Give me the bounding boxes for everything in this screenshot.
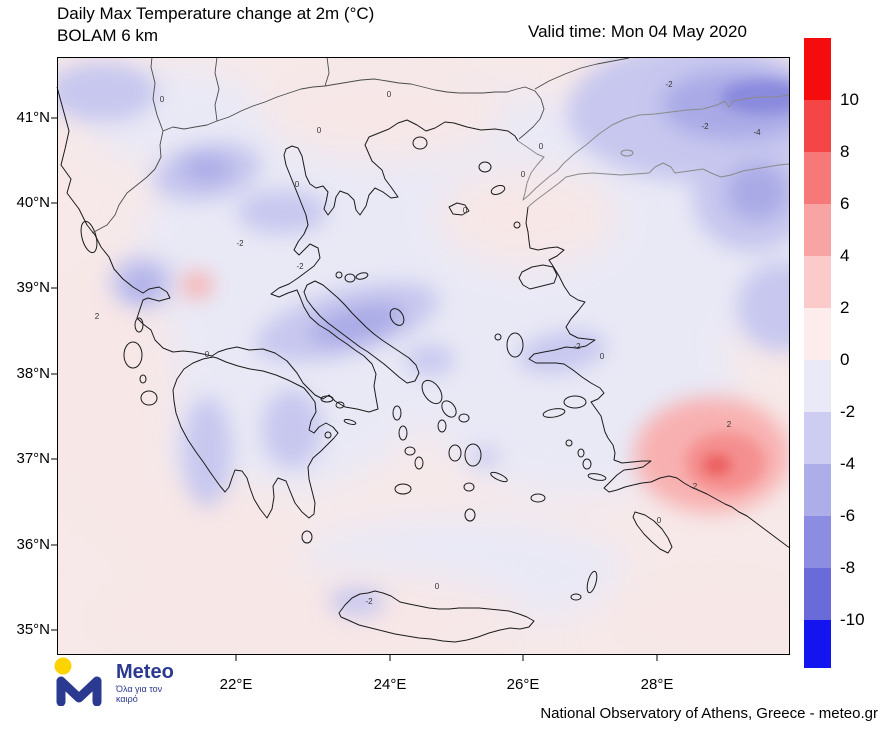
logo-name: Meteo bbox=[116, 661, 174, 683]
colorbar-tick-label: -6 bbox=[840, 506, 856, 525]
model-name: BOLAM 6 km bbox=[57, 26, 159, 45]
meteo-logo-mark bbox=[54, 657, 102, 706]
contour-label: -2 bbox=[665, 80, 673, 89]
lat-tick-label: 36°N bbox=[16, 536, 50, 553]
colorbar-tick-label: -10 bbox=[840, 610, 865, 629]
country-borders bbox=[91, 56, 630, 234]
contour-label: 0 bbox=[295, 180, 300, 189]
colorbar-tick-label: 6 bbox=[840, 194, 850, 213]
contour-label: -2 bbox=[573, 342, 581, 351]
colorbar-tick-label: 4 bbox=[840, 246, 850, 265]
colorbar-segment bbox=[804, 412, 831, 464]
logo-tagline: Όλα για τον καιρό bbox=[116, 684, 163, 704]
lon-tick-label: 28°E bbox=[640, 676, 674, 693]
attribution: National Observatory of Athens, Greece -… bbox=[540, 705, 878, 722]
lon-tick-label: 22°E bbox=[219, 676, 253, 693]
contour-label: -4 bbox=[753, 128, 761, 137]
contour-label: 0 bbox=[463, 206, 468, 215]
logo-yellow-dot bbox=[54, 657, 72, 675]
contour-label: 0 bbox=[600, 352, 605, 361]
colorbar bbox=[804, 38, 831, 668]
colorbar-tick-label: 2 bbox=[840, 298, 850, 317]
lat-tick-label: 41°N bbox=[16, 109, 50, 126]
marmara-coastline bbox=[517, 94, 790, 208]
colorbar-segment bbox=[804, 464, 831, 516]
colorbar-tick-label: -8 bbox=[840, 558, 856, 577]
colorbar-segment bbox=[804, 204, 831, 256]
lon-tick-label: 24°E bbox=[373, 676, 407, 693]
contour-label: 0 bbox=[539, 142, 544, 151]
lat-tick-label: 35°N bbox=[16, 621, 50, 638]
colorbar-segment bbox=[804, 38, 831, 100]
contour-labels: 0 0 0 -2 -2 -4 0 0 0 -2 -2 0 -2 0 2 2 0 0 -2 2 0 bbox=[95, 80, 761, 606]
logo-m-glyph bbox=[56, 676, 102, 706]
contour-label: 2 bbox=[727, 420, 732, 429]
map-plot: 0 0 0 -2 -2 -4 0 0 0 -2 -2 0 -2 0 2 2 0 0 -2 2 0 bbox=[51, 56, 791, 661]
contour-label: -2 bbox=[236, 239, 244, 248]
valid-time-label: Valid time: Mon 04 May 2020 bbox=[528, 22, 747, 41]
colorbar-tick-label: 8 bbox=[840, 142, 850, 161]
colorbar-segment bbox=[804, 516, 831, 568]
contour-label: 0 bbox=[657, 516, 662, 525]
map-canvas: 0 0 0 -2 -2 -4 0 0 0 -2 -2 0 -2 0 2 2 0 0 -2 2 0 bbox=[51, 56, 791, 661]
colorbar-segment bbox=[804, 152, 831, 204]
colorbar-segment bbox=[804, 256, 831, 308]
contour-label: 2 bbox=[95, 312, 100, 321]
colorbar-tick-label: 0 bbox=[840, 350, 850, 369]
colorbar-tick-label: -4 bbox=[840, 454, 856, 473]
colorbar-segment bbox=[804, 620, 831, 668]
contour-label: 2 bbox=[693, 482, 698, 491]
colorbar-tick-label: -2 bbox=[840, 402, 856, 421]
colorbar-segment bbox=[804, 568, 831, 620]
contour-label: 0 bbox=[387, 90, 392, 99]
contour-label: 0 bbox=[521, 170, 526, 179]
contour-label: -2 bbox=[296, 262, 304, 271]
coastline-paths bbox=[56, 86, 791, 643]
colorbar-tick-label: 10 bbox=[840, 90, 859, 109]
plot-frame bbox=[57, 57, 790, 655]
contour-label: -2 bbox=[365, 597, 373, 606]
lat-tick-label: 38°N bbox=[16, 365, 50, 382]
meteo-logo: Meteo Όλα για τον καιρό bbox=[52, 656, 178, 706]
temperature-shading bbox=[57, 57, 790, 655]
lat-tick-label: 37°N bbox=[16, 450, 50, 467]
lat-tick-label: 39°N bbox=[16, 279, 50, 296]
contour-label: 0 bbox=[160, 95, 165, 104]
colorbar-segment bbox=[804, 100, 831, 152]
map-title: Daily Max Temperature change at 2m (°C) bbox=[57, 4, 375, 23]
lon-tick-label: 26°E bbox=[506, 676, 540, 693]
contour-label: -2 bbox=[701, 122, 709, 131]
contour-label: 0 bbox=[317, 126, 322, 135]
colorbar-segment bbox=[804, 360, 831, 412]
contour-label: 0 bbox=[435, 582, 440, 591]
colorbar-segment bbox=[804, 308, 831, 360]
lat-tick-label: 40°N bbox=[16, 194, 50, 211]
contour-label: 0 bbox=[205, 350, 210, 359]
axis-ticks bbox=[51, 117, 658, 661]
